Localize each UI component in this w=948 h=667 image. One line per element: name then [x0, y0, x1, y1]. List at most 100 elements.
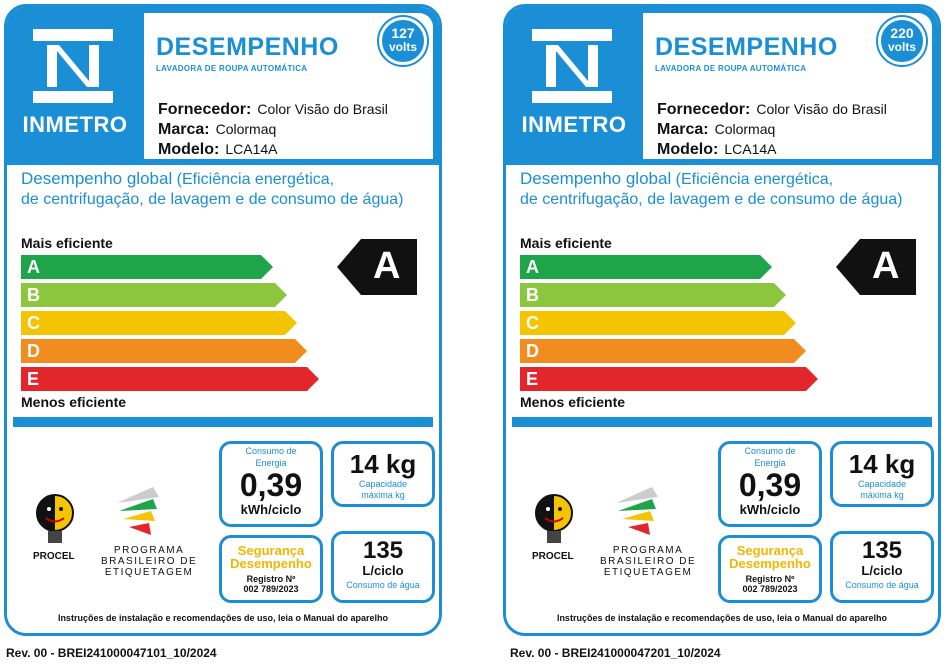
energia-unit: kWh/ciclo: [240, 502, 302, 517]
modelo-value: LCA14A: [724, 141, 777, 157]
marca-value: Colormaq: [714, 121, 776, 137]
inmetro-logo: INMETRO: [506, 7, 639, 165]
pbe-line-1: PROGRAMA: [612, 545, 684, 556]
rev-text-1: Rev. 00 - BREI241000047101_10/2024: [6, 646, 217, 660]
product-info: DESEMPENHO LAVADORA DE ROUPA AUTOMÁTICA …: [144, 13, 433, 159]
class-letter-c: C: [526, 313, 539, 333]
class-letter-a: A: [526, 257, 539, 277]
procel-text: PROCEL: [532, 551, 574, 562]
inmetro-text: INMETRO: [22, 112, 128, 137]
desempenho-heading: Desempenho global (Eficiência energética…: [520, 169, 938, 210]
marca-label: Marca:: [158, 121, 210, 138]
capacidade-value: 14 kg: [848, 449, 916, 479]
capacidade-box: 14 kg Capacidade máxima kg: [331, 441, 435, 507]
modelo-row: Modelo: LCA14A: [158, 141, 277, 159]
section-divider: [13, 417, 433, 423]
pbe-text: PROGRAMA BRASILEIRO DE ETIQUETAGEM: [600, 545, 696, 578]
modelo-label: Modelo:: [158, 141, 220, 158]
bottom-panel: PROCEL PROGRAMA BRASILEIRO DE ETIQUETAGE…: [512, 427, 934, 609]
registro-label: Registro Nº: [745, 574, 795, 584]
label-header: INMETRO DESEMPENHO LAVADORA DE ROUPA AUT…: [7, 7, 439, 165]
class-bar-a: A: [520, 255, 772, 279]
class-letter-d: D: [526, 341, 539, 361]
rev-text-2: Rev. 00 - BREI241000047201_10/2024: [510, 646, 721, 660]
energy-label-220v: INMETRO DESEMPENHO LAVADORA DE ROUPA AUT…: [503, 4, 941, 636]
menos-eficiente: Menos eficiente: [520, 394, 626, 410]
inmetro-icon: [33, 29, 113, 103]
fornecedor-label: Fornecedor:: [657, 101, 751, 118]
agua-value: 135: [861, 537, 903, 564]
pbe-text: PROGRAMA BRASILEIRO DE ETIQUETAGEM: [101, 545, 197, 578]
energia-title-1: Consumo de: [245, 446, 297, 456]
section-divider: [512, 417, 932, 423]
class-bar-c: C: [21, 311, 297, 335]
pbe-line-2: BRASILEIRO DE: [101, 556, 198, 567]
voltage-number: 127: [391, 25, 415, 41]
inmetro-logo: INMETRO: [7, 7, 140, 165]
voltage-number: 220: [890, 25, 914, 41]
class-letter-b: B: [526, 285, 539, 305]
energia-box: Consumo de Energia 0,39 kWh/ciclo: [718, 441, 822, 527]
energy-label-127v: INMETRO DESEMPENHO LAVADORA DE ROUPA AUT…: [4, 4, 442, 636]
registro-value: 002 789/2023: [243, 584, 299, 594]
instrucoes-text: Instruções de instalação e recomendações…: [506, 603, 938, 633]
energia-value: 0,39: [239, 467, 303, 503]
class-letter-d: D: [27, 341, 40, 361]
agua-title: Consumo de água: [346, 580, 420, 590]
marca-row: Marca: Colormaq: [158, 121, 276, 139]
procel-text: PROCEL: [33, 551, 75, 562]
pbe-line-3: ETIQUETAGEM: [104, 567, 194, 578]
rating-letter: A: [872, 245, 900, 287]
bottom-panel: PROCEL PROGRAMA BRASILEIRO DE ETIQUETAGE…: [13, 427, 435, 609]
capacidade-value: 14 kg: [349, 449, 417, 479]
pbe-icon: [113, 483, 163, 544]
agua-unit: L/ciclo: [362, 563, 404, 578]
class-letter-e: E: [27, 369, 40, 389]
energia-title-2: Energia: [255, 458, 287, 468]
class-bar-c: C: [520, 311, 796, 335]
fornecedor-value: Color Visão do Brasil: [756, 101, 887, 117]
pbe-icon: [612, 483, 662, 544]
agua-box: 135 L/ciclo Consumo de água: [331, 531, 435, 603]
instrucoes-text: Instruções de instalação e recomendações…: [7, 603, 439, 633]
label-header: INMETRO DESEMPENHO LAVADORA DE ROUPA AUT…: [506, 7, 938, 165]
menos-eficiente: Menos eficiente: [21, 394, 127, 410]
voltage-unit: volts: [388, 40, 417, 54]
bottom-section: PROCEL PROGRAMA BRASILEIRO DE ETIQUETAGE…: [13, 423, 435, 611]
capacidade-title-1: Capacidade: [358, 479, 408, 489]
capacidade-title-1: Capacidade: [857, 479, 907, 489]
procel-icon: [35, 493, 75, 554]
class-letter-b: B: [27, 285, 40, 305]
fornecedor-value: Color Visão do Brasil: [257, 101, 388, 117]
label-subtitle: LAVADORA DE ROUPA AUTOMÁTICA: [156, 64, 308, 73]
class-bar-e: E: [520, 367, 818, 391]
mais-eficiente: Mais eficiente: [520, 235, 612, 251]
energia-unit: kWh/ciclo: [739, 502, 801, 517]
capacidade-title-2: máxima kg: [361, 490, 405, 500]
modelo-row: Modelo: LCA14A: [657, 141, 776, 159]
class-bar-d: D: [21, 339, 307, 363]
capacidade-title-2: máxima kg: [860, 490, 904, 500]
energia-value: 0,39: [738, 467, 802, 503]
class-bar-e: E: [21, 367, 319, 391]
class-bar-b: B: [21, 283, 287, 307]
seguranca-title-2: Desempenho: [230, 556, 312, 571]
rating-letter: A: [373, 245, 401, 287]
label-title: DESEMPENHO: [156, 33, 339, 61]
rating-arrow: A: [836, 239, 916, 300]
class-letter-e: E: [526, 369, 539, 389]
energia-box: Consumo de Energia 0,39 kWh/ciclo: [219, 441, 323, 527]
seguranca-title-2: Desempenho: [729, 556, 811, 571]
pbe-line-3: ETIQUETAGEM: [603, 567, 693, 578]
desempenho-heading: Desempenho global (Eficiência energética…: [21, 169, 439, 210]
desempenho-desc-1: (Eficiência energética,: [675, 171, 834, 188]
voltage-unit: volts: [887, 40, 916, 54]
fornecedor-row: Fornecedor: Color Visão do Brasil: [158, 101, 388, 119]
rating-arrow: A: [337, 239, 417, 300]
desempenho-desc-2: de centrifugação, de lavagem e de consum…: [21, 191, 404, 208]
agua-box: 135 L/ciclo Consumo de água: [830, 531, 934, 603]
inmetro-icon: [532, 29, 612, 103]
desempenho-desc-2: de centrifugação, de lavagem e de consum…: [520, 191, 903, 208]
product-info: DESEMPENHO LAVADORA DE ROUPA AUTOMÁTICA …: [643, 13, 932, 159]
agua-value: 135: [362, 537, 404, 564]
